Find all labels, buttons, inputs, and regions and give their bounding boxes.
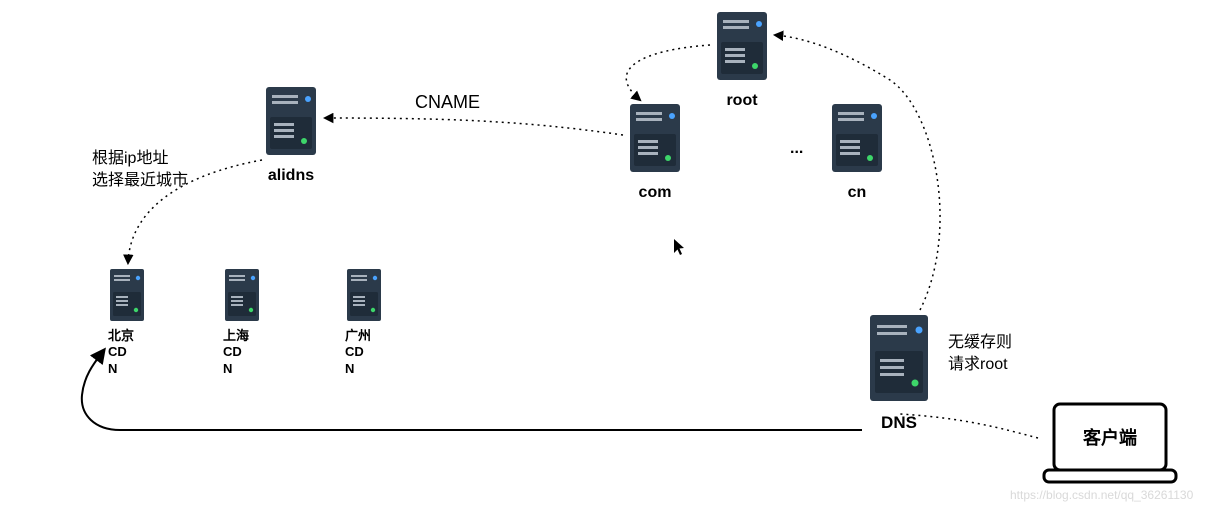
server-label: cn bbox=[828, 184, 886, 202]
server-label: 广州 CD N bbox=[345, 328, 383, 377]
annotation-no-cache: 无缓存则 请求root bbox=[948, 332, 1012, 375]
ellipsis: ... bbox=[790, 140, 803, 158]
cursor-icon bbox=[673, 238, 687, 256]
client-label: 客户端 bbox=[1083, 427, 1137, 448]
server-label: com bbox=[626, 184, 684, 202]
watermark: https://blog.csdn.net/qq_36261130 bbox=[1010, 488, 1193, 502]
server-label: 上海 CD N bbox=[223, 328, 261, 377]
annotation-cname: CNAME bbox=[415, 92, 480, 113]
annotation-ip-city: 根据ip地址 选择最近城市 bbox=[92, 148, 188, 191]
server-label: 北京 CD N bbox=[108, 328, 146, 377]
server-label: alidns bbox=[262, 167, 320, 185]
diagram-stage: alidns root com cn DNS bbox=[0, 0, 1210, 506]
